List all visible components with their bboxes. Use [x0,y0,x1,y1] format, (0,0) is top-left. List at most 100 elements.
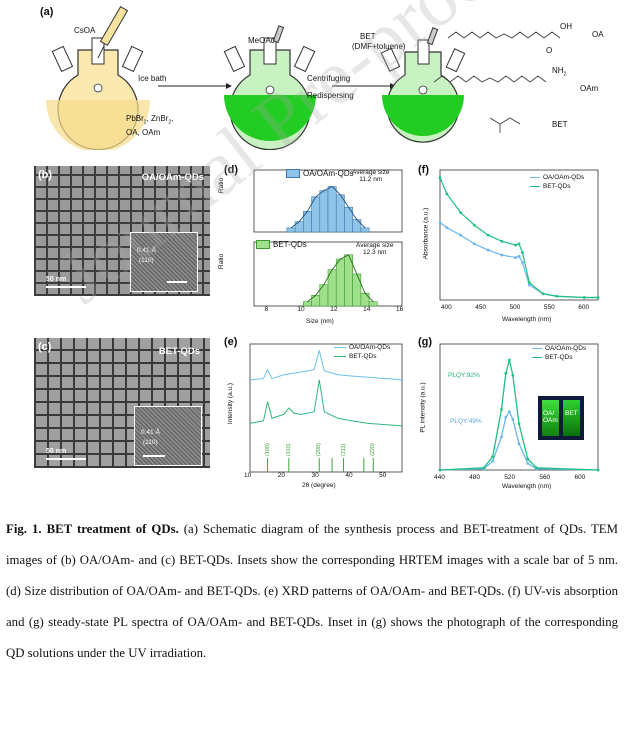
f-point [514,243,517,247]
f-point [486,248,490,252]
panel-b-scale-bar [46,286,86,288]
f-point [541,292,545,296]
absorption-chart [438,169,600,301]
d-xtick: 8 [264,306,269,313]
g-legend-2: BET-QDs [532,354,572,361]
inset-c-plane: (110) [143,439,158,446]
panel-c-scale-text: 50 nm [46,448,67,455]
e-ref-label: (211) [340,443,347,456]
reagent-bet: BET [360,32,376,41]
flask-3 [380,27,466,143]
g-point [491,455,495,459]
f-point [500,253,504,257]
e-xlabel: 2θ (degree) [302,482,336,489]
g-point [438,468,442,472]
reagent-csoa: CsOA [74,26,96,35]
uv-photo-inset: OA/ OAm BET [538,396,584,440]
figure-caption: Fig. 1. BET treatment of QDs. (a) Schema… [6,514,618,669]
caption-text: (a) Schematic diagram of the synthesis p… [6,522,618,660]
f-series-line [439,222,598,299]
d-xtick: 12 [330,306,338,313]
f-ylabel: Absorbance (a.u.) [422,207,430,260]
inset-b-d-spacing: 0.41 Å [137,247,156,254]
g-plqy-oa: PLQY:49% [450,418,482,425]
f-point [445,192,449,196]
e-ref-label: (100) [264,443,271,456]
e-xtick: 50 [379,472,387,479]
f-xlabel: Wavelength (nm) [502,316,552,323]
d-bar [352,219,362,233]
molecule-bet-label: BET [552,120,568,129]
f-point [438,176,442,180]
panel-c-letter: (c) [38,341,52,353]
d-bottom-ylabel: Ratio [218,253,226,270]
molecule-bet [489,117,521,133]
g-point [517,422,521,426]
f-legend-1: OA/OAm-QDs [530,174,584,181]
f-point [517,242,521,246]
step-redispersing: Redispersing [307,91,354,100]
f-point [472,223,476,227]
f-point [521,261,524,264]
g-xtick: 480 [469,474,480,481]
d-bar [327,186,337,233]
panel-c-label: BET-QDs [158,346,200,357]
precursor-label: PbBr2, ZnBr2, OA, OAm [126,114,174,137]
e-xtick: 20 [277,472,285,479]
g-point [500,408,503,411]
panel-a-letter: (a) [40,6,54,18]
g-point [504,371,508,375]
oh-group: OH [560,22,572,31]
g-point [491,459,495,463]
reagent-meoac: MeOAc [248,36,275,45]
d-bar [360,227,370,233]
d-bottom-average: Average size 12.3 nm [356,242,394,256]
g-point [500,435,503,439]
d-xtick: 16 [396,306,404,313]
f-point [527,281,531,284]
e-series-line [249,379,403,427]
e-xtick: 40 [345,472,353,479]
photo-label-oa: OA/ OAm [543,410,558,424]
f-point [500,239,504,243]
d-bar [286,227,296,233]
e-xtick: 10 [244,472,252,479]
d-xtick: 10 [297,306,305,313]
flask-1 [46,37,150,150]
g-ylabel: PL intensity (a.u.) [419,382,427,433]
syringe-1 [97,5,129,59]
d-bar [294,221,304,233]
e-xtick: 30 [311,472,319,479]
molecule-oa [447,31,561,39]
d-top-average: Average size 11.2 nm [352,169,390,183]
f-xtick: 600 [578,304,590,311]
f-point [445,226,449,230]
e-series-line [249,350,403,381]
f-xtick: 400 [440,304,452,311]
reagent-bet-solvent: (DMF+toluene) [352,42,406,51]
e-ref-label: (220) [370,443,377,456]
g-point [482,466,486,470]
d-bar [335,258,345,307]
g-xtick: 560 [539,474,551,481]
f-point [527,283,531,287]
g-point [507,410,511,414]
g-point [511,418,515,421]
panel-c-scale-bar [46,458,86,460]
d-bar [335,194,345,233]
nh2-group: NH2 [552,66,567,78]
g-frame [439,343,599,471]
inset-c-scale-bar [143,455,165,457]
d-xtick: 14 [363,306,371,313]
panel-e-letter: (e) [224,336,238,348]
f-point [555,294,559,298]
g-xtick: 600 [574,474,586,481]
inset-c-d-spacing: 0.41 Å [141,429,160,436]
e-legend-2: BET-QDs [334,353,376,360]
inset-b-plane: (110) [139,257,154,264]
panel-d-letter: (d) [224,164,239,176]
f-point [521,251,524,254]
molecule-oam-label: OAm [580,84,599,93]
caption-lead: Fig. 1. BET treatment of QDs. [6,522,179,536]
e-ref-label: (110) [285,443,292,456]
